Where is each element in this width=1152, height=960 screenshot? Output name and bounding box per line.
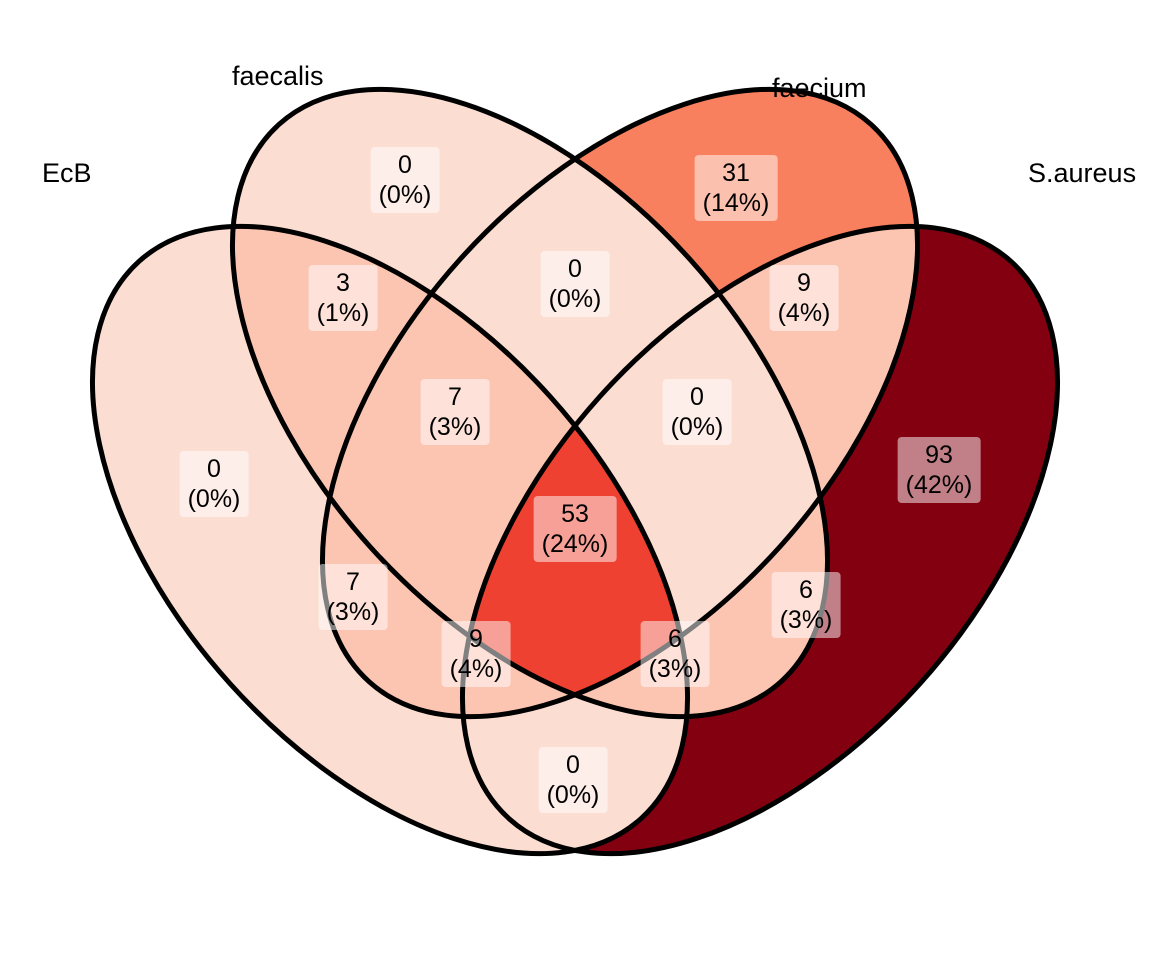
region-label-faecalis-only: 0 (0%) (370, 147, 440, 213)
region-count: 0 (690, 383, 704, 411)
region-label-ecb-faecalis: 3 (1%) (308, 265, 378, 331)
region-count: 93 (925, 441, 953, 469)
region-count: 6 (668, 625, 682, 653)
region-label-faecalis-faecium-saureus: 0 (0%) (662, 379, 732, 445)
region-percent: (3%) (648, 655, 702, 683)
region-count: 31 (722, 159, 750, 187)
set-label-faecium: faecium (772, 73, 867, 103)
region-percent: (14%) (702, 189, 770, 217)
region-count: 53 (561, 500, 589, 528)
region-percent: (0%) (378, 181, 432, 209)
region-count: 7 (448, 383, 462, 411)
region-count: 6 (799, 576, 813, 604)
region-percent: (0%) (546, 781, 600, 809)
region-label-ecb-faecium: 7 (3%) (318, 564, 388, 630)
region-percent: (3%) (428, 413, 482, 441)
faecalis-outline (230, 86, 830, 720)
region-count: 3 (336, 269, 350, 297)
region-count: 7 (346, 568, 360, 596)
region-label-faecium-only: 31 (14%) (694, 155, 778, 221)
region-label-faecalis-saureus: 6 (3%) (771, 572, 841, 638)
set-label-saureus: S.aureus (1028, 158, 1137, 188)
faecium-outline (320, 86, 920, 720)
set-label-faecalis: faecalis (232, 61, 324, 91)
region-label-ecb-saureus: 0 (0%) (538, 747, 608, 813)
region-label-ecb-only: 0 (0%) (179, 451, 249, 517)
region-label-faecalis-faecium: 0 (0%) (540, 251, 610, 317)
region-label-ecb-faecium-saureus: 9 (4%) (441, 621, 511, 687)
region-percent: (24%) (541, 530, 609, 558)
region-count: 9 (797, 269, 811, 297)
region-label-faecium-saureus: 9 (4%) (769, 265, 839, 331)
region-label-saureus-only: 93 (42%) (897, 437, 981, 503)
region-label-ecb-faecalis-saureus: 6 (3%) (640, 621, 710, 687)
region-percent: (0%) (548, 285, 602, 313)
region-percent: (4%) (777, 299, 831, 327)
saureus-outline (460, 223, 1060, 857)
set-label-ecb: EcB (42, 158, 92, 188)
region-count: 0 (207, 455, 221, 483)
region-count: 0 (568, 255, 582, 283)
region-count: 9 (469, 625, 483, 653)
region-percent: (4%) (449, 655, 503, 683)
region-percent: (0%) (187, 485, 241, 513)
region-percent: (0%) (670, 413, 724, 441)
ecb-outline (90, 223, 690, 857)
region-label-all-four: 53 (24%) (533, 496, 617, 562)
region-percent: (42%) (905, 471, 973, 499)
region-percent: (1%) (316, 299, 370, 327)
region-count: 0 (566, 751, 580, 779)
region-count: 0 (398, 151, 412, 179)
region-label-ecb-faecalis-faecium: 7 (3%) (420, 379, 490, 445)
region-percent: (3%) (779, 606, 833, 634)
region-percent: (3%) (326, 598, 380, 626)
